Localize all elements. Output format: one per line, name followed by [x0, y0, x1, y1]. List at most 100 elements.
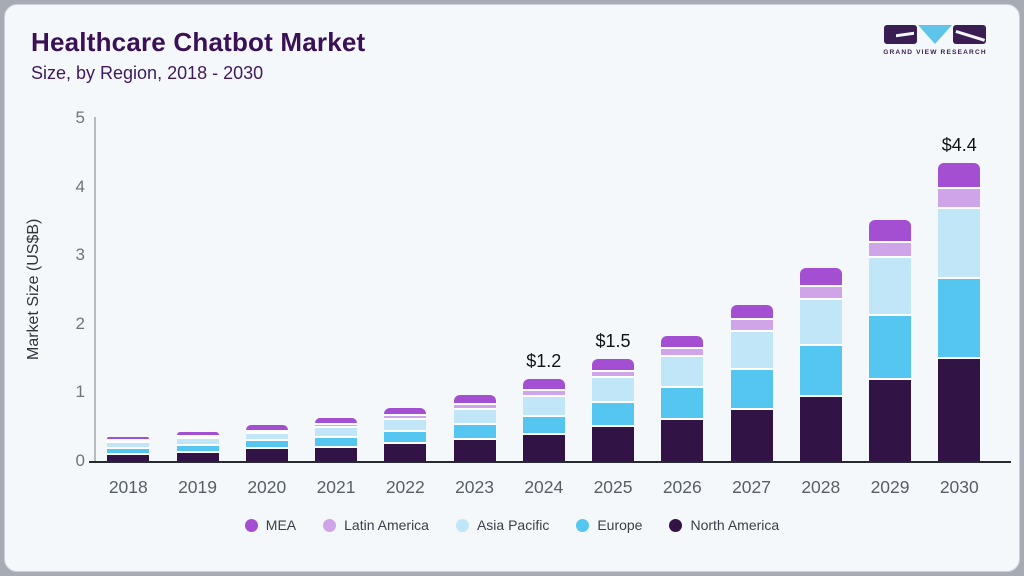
bar-segment-asia-pacific[interactable]	[107, 441, 150, 447]
bar-segment-mea[interactable]	[938, 162, 981, 188]
bar-segment-asia-pacific[interactable]	[730, 330, 773, 368]
bar-segment-mea[interactable]	[315, 417, 358, 424]
bar-segment-asia-pacific[interactable]	[245, 431, 288, 440]
bar-segment-north-america[interactable]	[938, 357, 981, 461]
legend-label-latin-america: Latin America	[344, 517, 429, 533]
bar-segment-mea[interactable]	[661, 336, 704, 348]
y-axis-tick-2: 2	[75, 313, 85, 333]
bar-segment-latin-america[interactable]	[176, 434, 219, 437]
page-title: Healthcare Chatbot Market	[31, 27, 366, 57]
bar-segment-europe[interactable]	[315, 435, 358, 446]
bar-segment-asia-pacific[interactable]	[453, 407, 496, 423]
gvr-logo-marks	[883, 25, 987, 45]
bar-segment-mea[interactable]	[592, 359, 635, 370]
bar-segment-latin-america[interactable]	[522, 389, 565, 395]
bar-segment-mea[interactable]	[107, 437, 150, 440]
bar-2024[interactable]	[522, 379, 565, 461]
page-subtitle: Size, by Region, 2018 - 2030	[31, 63, 264, 83]
bar-2027[interactable]	[730, 304, 773, 461]
bar-segment-latin-america[interactable]	[384, 414, 427, 418]
bar-segment-asia-pacific[interactable]	[592, 375, 635, 402]
chart-area: Market Size (US$B) 0 1 2 3 4 5 $1.2 $1.5 $4.4 2…	[5, 5, 1019, 571]
bar-segment-latin-america[interactable]	[938, 187, 981, 207]
bar-segment-europe[interactable]	[522, 415, 565, 433]
bar-segment-north-america[interactable]	[522, 432, 565, 461]
x-axis-label-2029: 2029	[870, 477, 910, 497]
bar-segment-north-america[interactable]	[176, 450, 219, 461]
bar-segment-asia-pacific[interactable]	[661, 355, 704, 386]
bar-segment-north-america[interactable]	[730, 407, 773, 461]
bar-segment-europe[interactable]	[176, 443, 219, 451]
bar-segment-north-america[interactable]	[592, 425, 635, 461]
bar-2025[interactable]	[592, 359, 635, 461]
y-axis-tick-5: 5	[75, 108, 85, 127]
bar-2022[interactable]	[384, 407, 427, 461]
bar-segment-mea[interactable]	[384, 407, 427, 415]
bar-segment-mea[interactable]	[799, 268, 842, 285]
bar-segment-asia-pacific[interactable]	[869, 255, 912, 314]
legend-item-mea[interactable]: MEA	[244, 517, 297, 533]
bar-segment-latin-america[interactable]	[245, 429, 288, 432]
bar-segment-europe[interactable]	[730, 367, 773, 408]
bar-2026[interactable]	[661, 336, 704, 461]
bar-segment-asia-pacific[interactable]	[176, 436, 219, 444]
bar-segment-europe[interactable]	[799, 343, 842, 396]
bar-segment-europe[interactable]	[661, 385, 704, 418]
bar-segment-asia-pacific[interactable]	[799, 298, 842, 344]
bar-2023[interactable]	[453, 395, 496, 461]
bar-segment-latin-america[interactable]	[592, 369, 635, 376]
x-axis-label-2025: 2025	[593, 477, 633, 497]
bar-segment-mea[interactable]	[522, 379, 565, 390]
bar-segment-mea[interactable]	[245, 425, 288, 430]
legend-item-north-america[interactable]: North America	[669, 517, 779, 533]
legend-item-europe[interactable]: Europe	[576, 517, 642, 533]
bar-segment-north-america[interactable]	[453, 438, 496, 461]
bar-2018[interactable]	[107, 437, 150, 461]
logo-r-block-icon	[953, 25, 986, 44]
legend-item-asia-pacific[interactable]: Asia Pacific	[455, 517, 549, 533]
bar-segment-north-america[interactable]	[661, 417, 704, 461]
legend-item-latin-america[interactable]: Latin America	[323, 517, 429, 533]
bar-segment-north-america[interactable]	[384, 441, 427, 461]
bar-segment-latin-america[interactable]	[869, 240, 912, 256]
logo-v-triangle-icon	[918, 25, 952, 44]
bar-segment-europe[interactable]	[384, 430, 427, 442]
bar-segment-asia-pacific[interactable]	[315, 426, 358, 436]
bar-segment-latin-america[interactable]	[107, 439, 150, 442]
bar-segment-latin-america[interactable]	[799, 284, 842, 299]
bar-segment-north-america[interactable]	[245, 447, 288, 461]
bar-segment-europe[interactable]	[245, 439, 288, 448]
bar-segment-europe[interactable]	[107, 446, 150, 453]
legend-dot-latin-america-icon	[323, 518, 337, 532]
bar-2029[interactable]	[869, 220, 912, 461]
bar-segment-north-america[interactable]	[315, 445, 358, 461]
bar-segment-europe[interactable]	[938, 276, 981, 358]
bar-segment-asia-pacific[interactable]	[384, 417, 427, 431]
bar-2030[interactable]	[938, 162, 981, 461]
bar-segment-latin-america[interactable]	[730, 317, 773, 331]
bar-2028[interactable]	[799, 268, 842, 461]
bar-segment-europe[interactable]	[869, 313, 912, 378]
y-axis-title: Market Size (US$B)	[25, 218, 42, 361]
bar-segment-north-america[interactable]	[107, 452, 150, 461]
bar-segment-mea[interactable]	[730, 304, 773, 318]
legend-label-north-america: North America	[690, 517, 780, 533]
bar-segment-latin-america[interactable]	[315, 423, 358, 427]
bar-2020[interactable]	[245, 425, 288, 461]
legend-label-mea: MEA	[265, 517, 297, 533]
bar-segment-mea[interactable]	[176, 431, 219, 435]
bar-segment-asia-pacific[interactable]	[938, 206, 981, 277]
bar-segment-europe[interactable]	[453, 422, 496, 439]
bar-segment-asia-pacific[interactable]	[522, 394, 565, 416]
bar-segment-mea[interactable]	[453, 395, 496, 404]
bar-segment-north-america[interactable]	[869, 378, 912, 461]
bar-value-label-2025: $1.5	[595, 331, 631, 352]
bar-segment-europe[interactable]	[592, 401, 635, 426]
bar-segment-north-america[interactable]	[799, 395, 842, 461]
bar-segment-latin-america[interactable]	[661, 347, 704, 356]
bar-2019[interactable]	[176, 431, 219, 461]
bar-2021[interactable]	[315, 417, 358, 461]
legend-dot-asia-pacific-icon	[455, 518, 469, 532]
bar-segment-mea[interactable]	[869, 220, 912, 241]
bar-segment-latin-america[interactable]	[453, 403, 496, 408]
